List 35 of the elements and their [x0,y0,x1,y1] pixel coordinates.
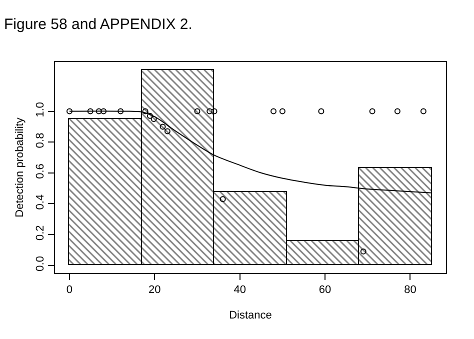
point [142,108,148,114]
point [96,108,102,114]
point [146,112,153,119]
point [118,108,124,114]
point [279,108,286,114]
y-tick-label: 1.0 [34,102,47,118]
y-axis-title: Detection probability [14,117,26,218]
x-tick-label: 40 [234,284,246,296]
point [164,128,170,134]
x-tick-label: 0 [66,284,73,296]
x-tick-label: 20 [148,284,161,296]
point [360,248,366,254]
point [211,108,218,114]
point [194,108,200,114]
x-axis-title: Distance [229,309,272,322]
y-tick-label: 0.2 [34,225,47,240]
x-tick-label: 80 [404,284,416,296]
y-tick-label: 0.4 [34,194,47,210]
y-tick-label: 0.8 [34,132,47,148]
point [270,108,276,114]
point [369,108,376,114]
caption: Figure 58 and APPENDIX 2. [4,16,192,33]
y-tick-label: 0.6 [34,164,47,179]
point [206,108,213,114]
y-tick-label: 0.0 [34,256,47,272]
point [160,124,166,130]
point [87,108,94,114]
point [420,108,426,114]
point [66,108,72,114]
point [394,108,400,114]
point [150,116,157,122]
x-tick-label: 60 [318,284,332,296]
point [220,196,226,202]
point [318,108,324,114]
point [100,108,107,114]
